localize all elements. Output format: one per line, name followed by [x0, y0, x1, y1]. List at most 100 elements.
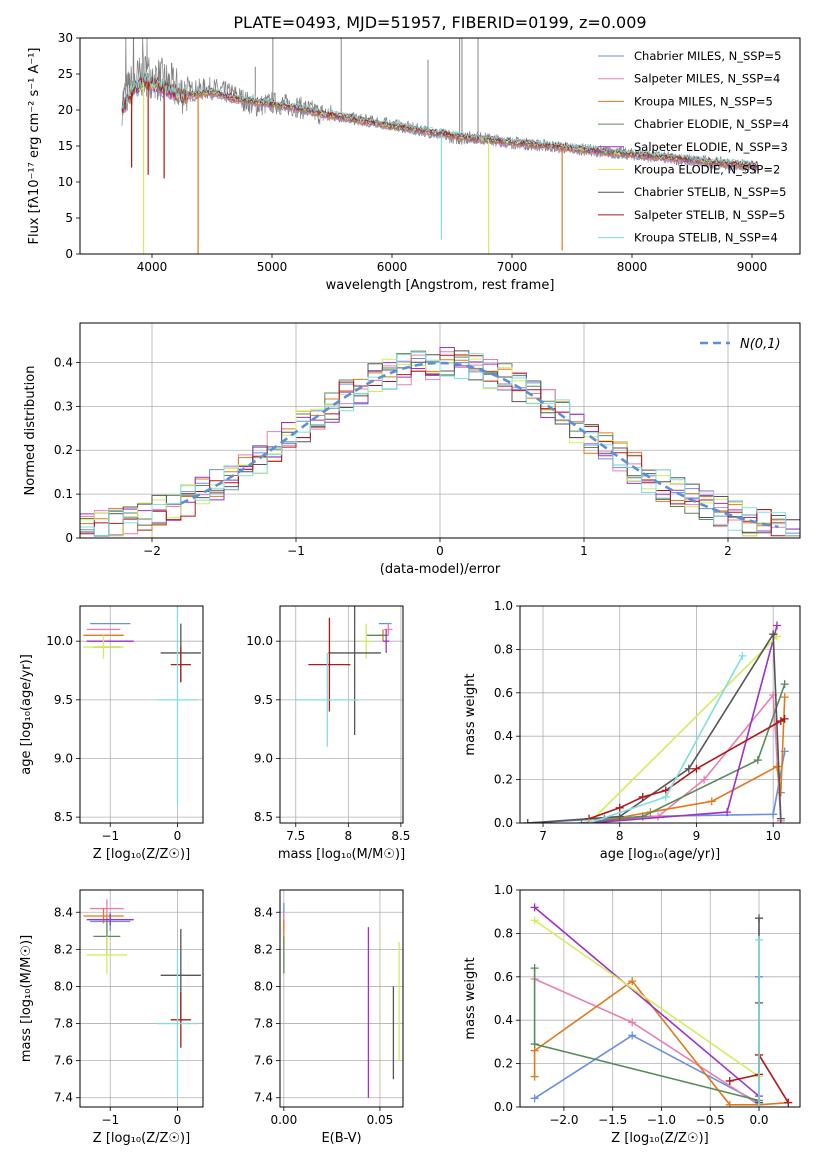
- errorbar-plot-area: [83, 899, 201, 1098]
- y-tick-label: 5: [65, 211, 73, 225]
- x-axis-label: Z [log₁₀(Z/Z☉)]: [93, 847, 190, 862]
- plus-marker: [755, 935, 764, 944]
- x-tick-label: 8000: [617, 260, 648, 274]
- y-tick-label: 25: [58, 67, 73, 81]
- y-tick-label: 9.0: [254, 751, 273, 765]
- plus-marker: [707, 797, 716, 806]
- mass-weight-vs-age-panel: 7 8 9 10 0.0 0.2 0.4 0.6 0.8 1.0 age [log₁₀(age/yr…: [463, 599, 801, 862]
- mass-weight-series: [534, 906, 760, 1097]
- axes-frame: [519, 605, 801, 824]
- y-tick-label: 0.0: [494, 816, 513, 830]
- spectrum-plot-area: [121, 38, 759, 254]
- x-tick-label: −0.5: [696, 1113, 725, 1127]
- histogram-plot-area: [80, 346, 800, 537]
- axes-frame: [279, 605, 404, 824]
- plus-marker: [661, 792, 670, 801]
- y-tick-label: 7.6: [254, 1054, 273, 1068]
- model-fit-line: [121, 71, 758, 166]
- plus-marker: [772, 621, 781, 630]
- y-tick-label: 10: [58, 175, 73, 189]
- plus-marker: [738, 651, 747, 660]
- mass-weight-series: [588, 635, 778, 823]
- plus-marker: [654, 812, 663, 821]
- legend-entry: Kroupa STELIB, N_SSP=4: [634, 231, 778, 245]
- mass-weight-series: [581, 683, 786, 823]
- y-tick-label: 8.2: [54, 942, 73, 956]
- x-axis-label: E(B-V): [321, 1131, 361, 1146]
- legend-entry: Salpeter ELODIE, N_SSP=3: [634, 140, 788, 154]
- y-tick-label: 10.0: [46, 634, 73, 648]
- y-tick-label: 7.6: [54, 1054, 73, 1068]
- x-axis-label: Z [log₁₀(Z/Z☉)]: [93, 1131, 190, 1146]
- x-tick-label: −1: [101, 829, 119, 843]
- legend-entry: Chabrier MILES, N_SSP=5: [634, 49, 781, 63]
- y-tick-label: 1.0: [494, 599, 513, 613]
- y-tick-label: 8.5: [54, 810, 73, 824]
- y-tick-label: 9.5: [54, 693, 73, 707]
- mass-weight-series: [533, 980, 789, 1106]
- legend-entry: N(0,1): [740, 337, 781, 352]
- plus-marker: [530, 1040, 539, 1049]
- spectrum-panel: 4000 5000 6000 7000 8000 9000 0 5 10 15 20 25 30 wave…: [27, 31, 801, 293]
- figure-title: PLATE=0493, MJD=51957, FIBERID=0199, z=0…: [233, 13, 646, 32]
- histogram-step-series: [80, 351, 800, 537]
- plus-marker: [615, 803, 624, 812]
- plus-marker: [523, 819, 532, 823]
- plus-marker: [723, 808, 732, 817]
- y-axis-label: mass weight: [463, 673, 478, 755]
- y-tick-label: 8.5: [254, 810, 273, 824]
- mass-weight-series: [527, 631, 782, 823]
- plus-marker: [780, 714, 789, 723]
- mass-vs-ebv-panel: 0.00 0.05 7.4 7.6 7.8 8.0 8.2 8.4 E(B-V): [254, 889, 404, 1146]
- y-tick-label: 0.2: [494, 1057, 513, 1071]
- y-axis-label: Flux [fλ10⁻¹⁷ erg cm⁻² s⁻¹ A⁻¹]: [27, 48, 42, 245]
- x-tick-label: 7: [539, 829, 547, 843]
- y-tick-label: 0.6: [494, 970, 513, 984]
- y-tick-label: 8.4: [54, 905, 73, 919]
- plus-marker: [769, 810, 778, 819]
- plus-marker: [753, 756, 762, 765]
- mass-weight-vs-metallicity-panel: −2.0 −1.5 −1.0 −0.5 0.0 0.0 0.2 0.4 0.6 0.8 1.0 Z […: [463, 883, 801, 1146]
- y-tick-label: 15: [58, 139, 73, 153]
- x-tick-label: 8: [616, 829, 624, 843]
- axes-frame: [79, 37, 801, 255]
- x-tick-label: 0.0: [749, 1113, 768, 1127]
- plus-marker: [769, 630, 778, 639]
- x-axis-label: age [log₁₀(age/yr)]: [600, 847, 721, 862]
- y-tick-label: 0.8: [494, 926, 513, 940]
- y-tick-label: 7.4: [54, 1091, 73, 1105]
- plus-marker: [530, 1072, 539, 1081]
- errorbar-plot-area: [295, 606, 393, 747]
- plus-marker: [530, 916, 539, 925]
- plus-marker: [530, 964, 539, 973]
- legend-entry: Chabrier ELODIE, N_SSP=4: [634, 117, 789, 131]
- x-tick-label: 1: [580, 544, 588, 558]
- x-tick-label: 10: [766, 829, 781, 843]
- y-axis-label: Normed distribution: [23, 366, 38, 496]
- plus-marker: [784, 1098, 793, 1107]
- y-tick-label: 10.0: [246, 634, 273, 648]
- y-tick-label: 8.0: [54, 979, 73, 993]
- y-tick-label: 20: [58, 103, 73, 117]
- plus-marker: [585, 819, 594, 823]
- y-tick-label: 7.8: [54, 1017, 73, 1031]
- y-tick-label: 0: [65, 531, 73, 545]
- plus-marker: [700, 775, 709, 784]
- legend-entry: Chabrier STELIB, N_SSP=5: [634, 185, 786, 199]
- y-axis-label: age [log₁₀(age/yr)]: [19, 654, 34, 775]
- legend-entry: Kroupa ELODIE, N_SSP=2: [634, 163, 780, 177]
- plus-marker: [684, 764, 693, 773]
- age-vs-metallicity-panel: −1 0 8.5 9.0 9.5 10.0 Z [log₁₀(Z/Z☉)] age [log₁…: [19, 605, 204, 862]
- legend-entry: Salpeter MILES, N_SSP=4: [634, 72, 780, 86]
- x-tick-label: 9: [693, 829, 701, 843]
- y-tick-label: 30: [58, 31, 73, 45]
- x-tick-label: 0: [436, 544, 444, 558]
- x-tick-label: 0.00: [270, 1113, 297, 1127]
- x-tick-label: 7.5: [286, 829, 305, 843]
- plus-marker: [725, 1076, 734, 1085]
- x-tick-label: 2: [724, 544, 732, 558]
- y-tick-label: 8.4: [254, 905, 273, 919]
- y-tick-label: 0.0: [494, 1100, 513, 1114]
- y-tick-label: 0.2: [54, 443, 73, 457]
